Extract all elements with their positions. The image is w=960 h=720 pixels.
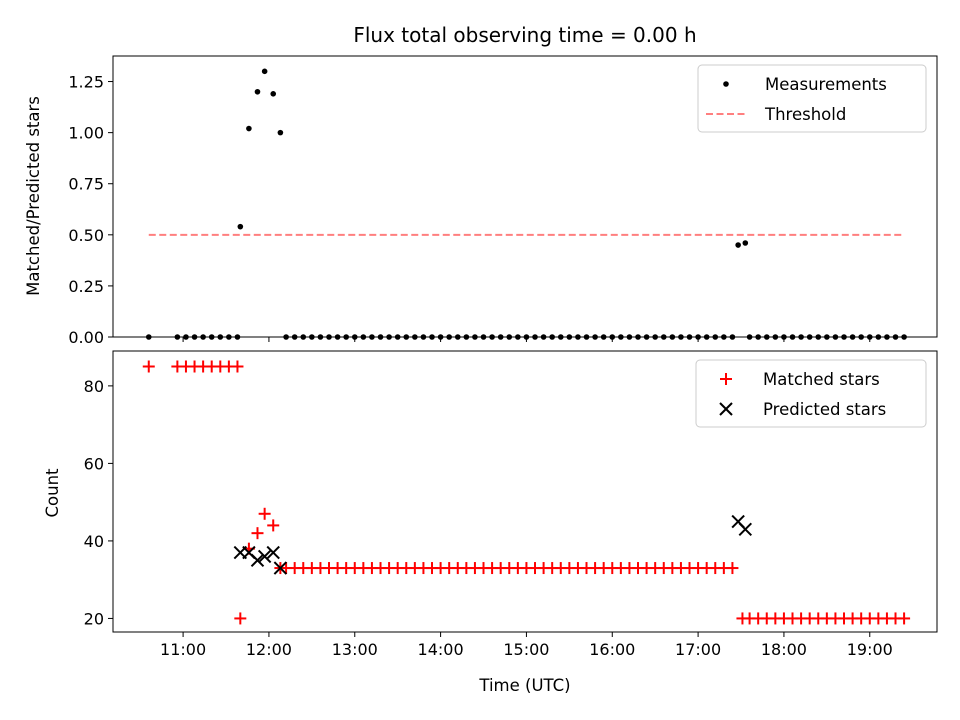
y-tick-label: 1.00 xyxy=(68,124,104,143)
x-tick-label: 18:00 xyxy=(761,640,807,659)
bottom-y-ticks: 20 40 60 80 xyxy=(84,377,113,628)
predicted-point xyxy=(738,522,753,536)
y-tick-label: 0.50 xyxy=(68,226,104,245)
ratio-panel: Flux total observing time = 0.00 h Match… xyxy=(24,23,938,347)
matched-point xyxy=(231,360,244,373)
top-legend: Measurements Threshold xyxy=(697,64,927,133)
x-tick-label: 13:00 xyxy=(332,640,378,659)
matched-point xyxy=(251,527,264,540)
y-tick-label: 1.25 xyxy=(68,73,104,92)
x-tick-label: 19:00 xyxy=(847,640,893,659)
y-tick-label: 60 xyxy=(84,454,104,473)
x-axis-label: Time (UTC) xyxy=(478,676,570,695)
series-predicted-stars xyxy=(233,514,753,575)
bottom-x-ticks: 11:00 12:00 13:00 14:00 15:00 16:00 17:00 18:00… xyxy=(160,632,893,659)
y-tick-label: 0.00 xyxy=(68,328,104,347)
bottom-y-axis-label: Count xyxy=(43,468,62,518)
y-tick-label: 20 xyxy=(84,609,104,628)
top-y-axis-label: Matched/Predicted stars xyxy=(24,96,43,296)
y-tick-label: 0.25 xyxy=(68,277,104,296)
measurement-point xyxy=(742,240,749,246)
legend-predicted-marker xyxy=(719,402,733,416)
measurement-point xyxy=(254,88,261,95)
x-tick-label: 15:00 xyxy=(503,640,549,659)
measurement-point xyxy=(246,125,252,132)
count-panel: Count Time (UTC) 20 40 60 80 11:00 12:00 13:0… xyxy=(43,350,938,695)
bottom-data-marks xyxy=(142,360,911,625)
legend-matched-marker xyxy=(720,373,732,385)
matched-point xyxy=(898,612,911,625)
measurement-point xyxy=(735,242,741,248)
matched-point xyxy=(234,612,247,625)
matched-point xyxy=(258,507,271,520)
y-tick-label: 40 xyxy=(84,532,104,551)
legend-predicted-label: Predicted stars xyxy=(763,400,886,419)
x-tick-label: 14:00 xyxy=(418,640,464,659)
y-tick-label: 80 xyxy=(84,377,104,396)
legend-matched-label: Matched stars xyxy=(763,370,880,389)
legend-measurements-marker xyxy=(723,81,729,87)
predicted-point xyxy=(266,545,280,560)
predicted-point xyxy=(273,561,288,575)
predicted-point xyxy=(257,549,272,564)
measurement-point xyxy=(270,91,277,97)
bottom-axes-frame xyxy=(112,350,938,633)
top-y-ticks: 0.00 0.25 0.50 0.75 1.00 1.25 xyxy=(68,73,113,347)
y-tick-label: 0.75 xyxy=(68,175,104,194)
matched-point xyxy=(726,562,739,575)
x-tick-label: 17:00 xyxy=(675,640,721,659)
chart-title: Flux total observing time = 0.00 h xyxy=(353,23,696,47)
predicted-point xyxy=(250,553,265,568)
matched-point xyxy=(267,519,280,532)
legend-threshold-label: Threshold xyxy=(764,105,846,124)
x-tick-label: 12:00 xyxy=(246,640,292,659)
bottom-legend: Matched stars Predicted stars xyxy=(695,359,927,428)
measurement-point xyxy=(261,68,268,75)
x-tick-label: 16:00 xyxy=(589,640,635,659)
top-axes-frame xyxy=(112,55,938,338)
top-legend-box xyxy=(697,64,927,133)
x-tick-label: 11:00 xyxy=(160,640,206,659)
measurement-point xyxy=(277,129,284,136)
bottom-legend-box xyxy=(695,359,927,428)
measurement-point xyxy=(237,223,244,230)
legend-measurements-label: Measurements xyxy=(765,75,887,94)
matched-point xyxy=(142,360,155,373)
